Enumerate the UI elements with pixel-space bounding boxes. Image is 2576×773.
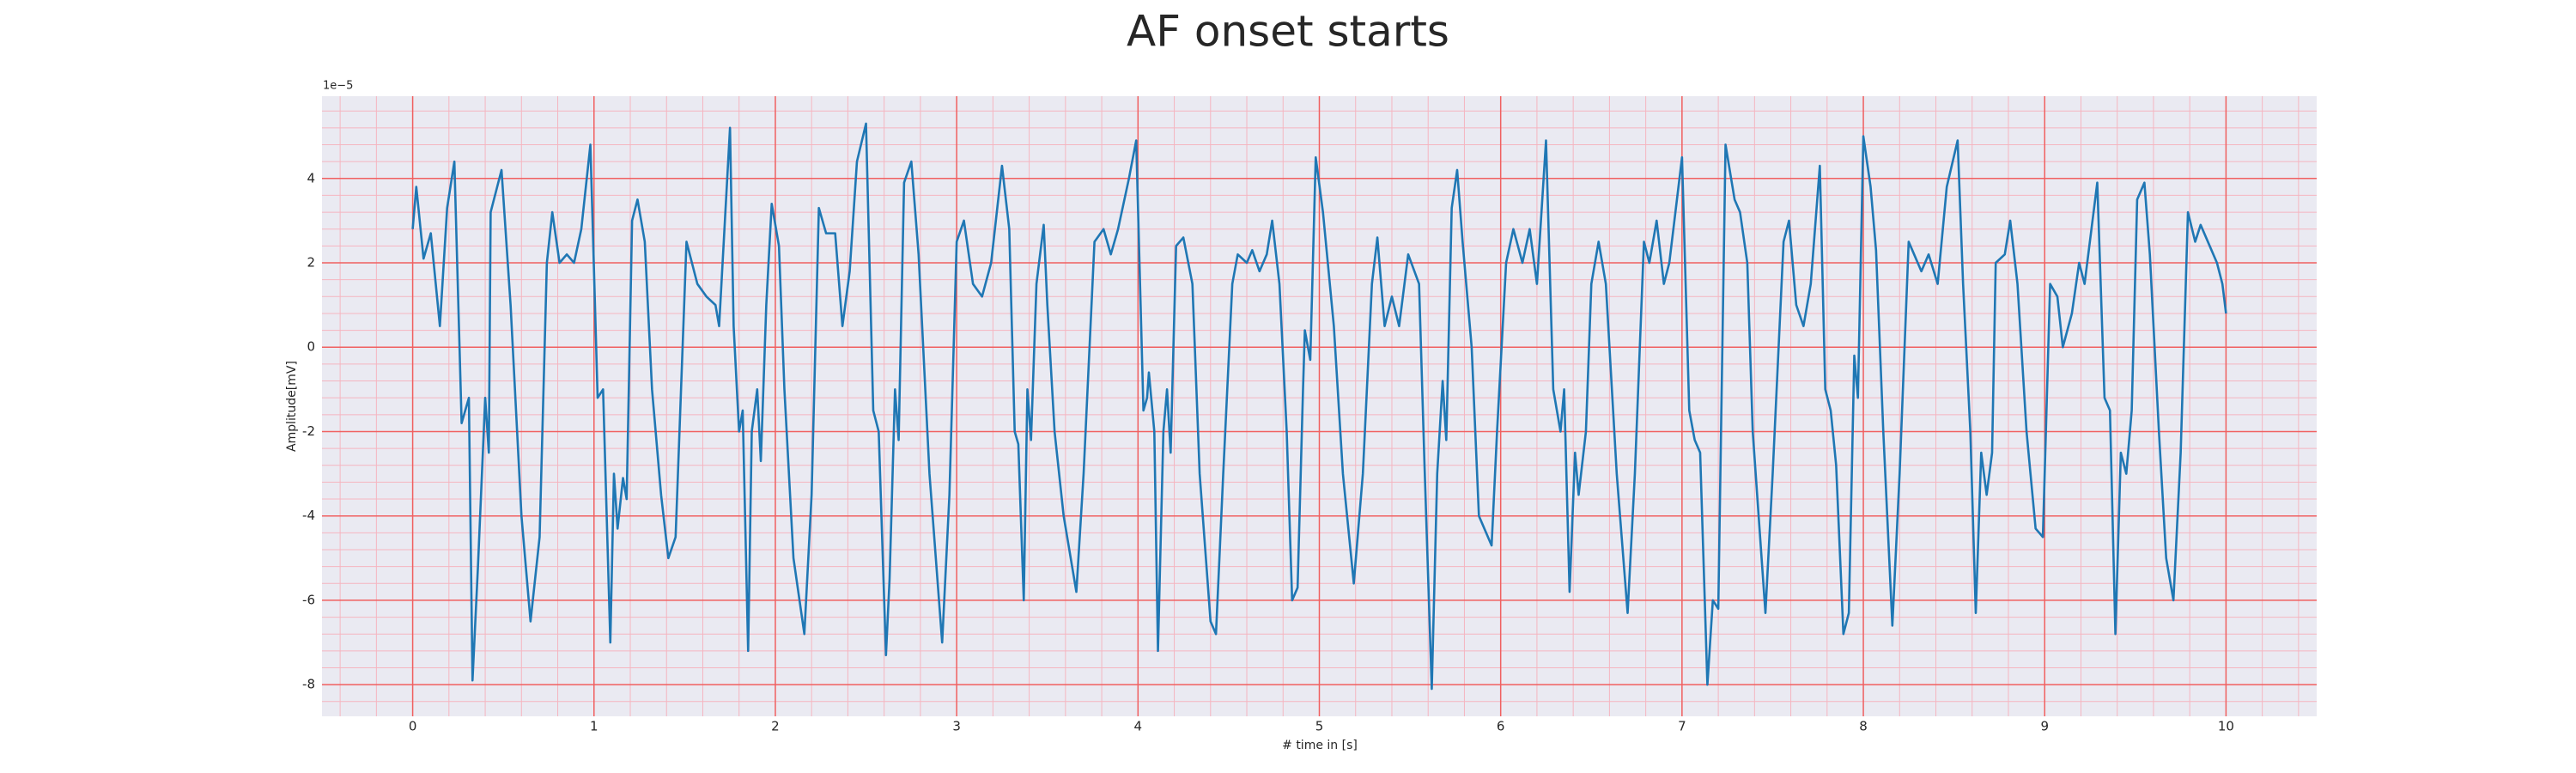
y-tick-label: 4 xyxy=(307,170,315,186)
y-tick-label: -4 xyxy=(302,508,315,523)
x-tick-label: 5 xyxy=(1315,719,1324,734)
x-tick-label: 1 xyxy=(590,719,598,734)
x-tick-label: 7 xyxy=(1678,719,1686,734)
y-axis-label: Amplitude[mV] xyxy=(285,361,299,452)
x-axis-label: # time in [s] xyxy=(1282,739,1358,752)
series-line xyxy=(411,122,2227,691)
y-tick-label: -6 xyxy=(302,592,315,607)
y-tick-label: -8 xyxy=(302,677,315,692)
x-tick-label: 0 xyxy=(409,719,417,734)
chart-title: AF onset starts xyxy=(1127,7,1449,57)
x-tick-label: 4 xyxy=(1134,719,1143,734)
y-tick-label: 2 xyxy=(307,255,315,271)
x-tick-label: 3 xyxy=(952,719,961,734)
y-offset-label: 1e−5 xyxy=(323,80,353,93)
x-tick-label: 6 xyxy=(1497,719,1505,734)
y-tick-label: -2 xyxy=(302,423,315,439)
y-tick-label: 0 xyxy=(307,339,315,355)
x-tick-label: 10 xyxy=(2218,719,2234,734)
marks xyxy=(411,122,2227,691)
x-tick-label: 9 xyxy=(2040,719,2049,734)
x-tick-label: 8 xyxy=(1859,719,1868,734)
x-tick-label: 2 xyxy=(771,719,780,734)
grid xyxy=(322,96,2317,716)
